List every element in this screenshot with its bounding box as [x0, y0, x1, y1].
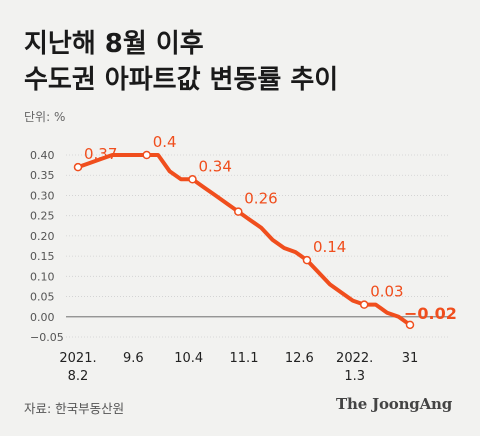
source-note: 자료: 한국부동산원 [24, 401, 125, 416]
x-tick-label: 11.1 [230, 351, 259, 366]
unit-label: 단위: % [24, 110, 66, 124]
data-point-marker [234, 207, 243, 216]
data-label: 0.14 [313, 238, 346, 256]
data-point-marker [142, 150, 151, 160]
x-tick-label: 10.4 [174, 351, 203, 366]
data-point-marker [302, 255, 312, 265]
data-label: 0.26 [244, 190, 277, 208]
data-label: 0.03 [370, 283, 403, 301]
y-tick-label: 0.30 [30, 189, 55, 202]
y-tick-label: 0.20 [30, 230, 55, 243]
data-point-marker [188, 175, 197, 184]
data-label: 0.4 [153, 133, 177, 151]
grid-lines [66, 154, 448, 338]
y-tick-label: 0.00 [30, 311, 55, 324]
x-tick-label: 12.6 [285, 351, 314, 366]
y-tick-labels: 0.40 0.35 0.30 0.25 0.20 0.15 0.10 0.05 0.00 −0.0… [30, 149, 64, 344]
data-label: −0.02 [404, 304, 457, 323]
y-tick-label: 0.05 [30, 291, 55, 304]
y-tick-label: 0.40 [30, 149, 55, 162]
series-line [76, 153, 412, 327]
x-tick-labels: 2021. 8.2 9.6 10.4 11.1 12.6 2022. 1.3 31 [59, 351, 418, 384]
data-label: 0.37 [84, 145, 117, 163]
y-tick-label: 0.25 [30, 210, 55, 223]
data-label: 0.34 [198, 157, 231, 175]
data-point-marker [359, 300, 369, 309]
y-tick-label: 0.35 [30, 169, 55, 182]
y-tick-label: 0.15 [30, 250, 55, 263]
y-tick-label: 0.10 [30, 270, 55, 283]
series-layer [76, 153, 412, 327]
chart-title: 지난해 8월 이후 수도권 아파트값 변동률 추이 [24, 26, 338, 98]
title-line-1: 지난해 8월 이후 [24, 29, 204, 59]
x-tick-label-line2: 8.2 [68, 369, 89, 384]
x-tick-label: 9.6 [123, 351, 144, 366]
publisher-logo: The JoongAng [336, 395, 452, 413]
data-label-layer: 0.37 0.4 0.34 0.26 0.14 0.03−0.02 [73, 133, 457, 330]
title-line-2: 수도권 아파트값 변동률 추이 [24, 65, 339, 95]
x-tick-label: 31 [402, 351, 419, 366]
x-tick-label: 2022. [336, 351, 373, 366]
data-point-marker [405, 320, 415, 330]
x-tick-label: 2021. [59, 351, 96, 366]
data-point-marker [73, 162, 83, 172]
y-tick-label: −0.05 [30, 331, 64, 344]
x-tick-label-line2: 1.3 [344, 369, 365, 384]
